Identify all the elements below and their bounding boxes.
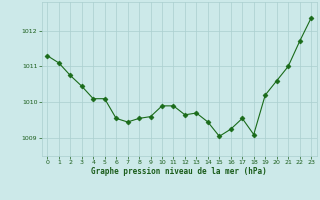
X-axis label: Graphe pression niveau de la mer (hPa): Graphe pression niveau de la mer (hPa) xyxy=(91,167,267,176)
